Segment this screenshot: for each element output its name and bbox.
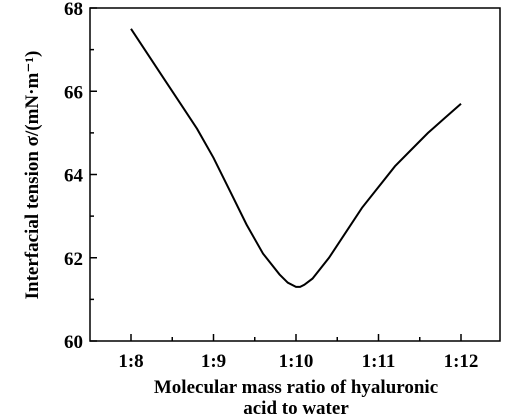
plot-frame: [89, 7, 501, 342]
x-tick-label: 1:8: [118, 351, 143, 372]
x-axis-label-line1: Molecular mass ratio of hyaluronic: [154, 377, 438, 398]
x-axis-label-line2: acid to water: [243, 398, 349, 419]
x-tick-label: 1:9: [201, 351, 226, 372]
y-tick-label: 66: [64, 82, 83, 103]
y-tick-label: 64: [64, 166, 84, 187]
x-tick-label: 1:11: [362, 351, 396, 372]
y-tick-label: 60: [64, 332, 83, 353]
y-tick-label: 68: [64, 0, 83, 20]
x-tick-label: 1:12: [444, 351, 479, 372]
y-axis-label: Interfacial tension σ/(mN·m⁻¹): [22, 51, 43, 300]
axis-ticks: [90, 7, 462, 342]
x-tick-labels: 1:8 1:9 1:10 1:11 1:12: [118, 351, 478, 372]
y-tick-label: 62: [64, 249, 83, 270]
y-tick-labels: 60 62 64 66 68: [64, 0, 84, 353]
series-line: [130, 28, 462, 288]
x-tick-label: 1:10: [279, 351, 314, 372]
